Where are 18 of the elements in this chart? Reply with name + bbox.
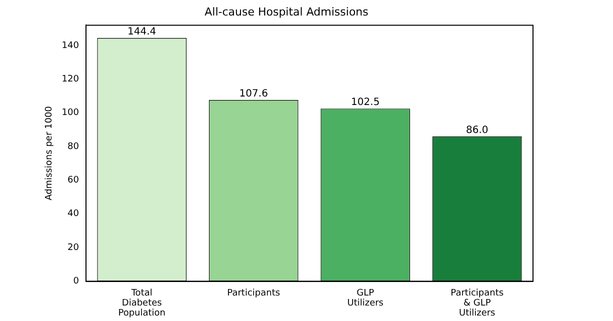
y-tick-label: 60: [68, 176, 80, 186]
data-label: 144.4: [128, 26, 156, 38]
x-tick-label: Participants & GLP Utilizers: [450, 288, 504, 318]
y-tick-label: 100: [62, 108, 80, 118]
x-tick-label: Participants: [227, 288, 280, 299]
y-tick-label: 120: [62, 74, 80, 84]
y-tick-label: 20: [68, 242, 80, 253]
y-tick-label: 140: [62, 40, 80, 51]
y-axis-title: Admissions per 1000: [44, 106, 55, 200]
data-label: 102.5: [351, 97, 380, 108]
data-label: 86.0: [466, 124, 488, 136]
data-label: 107.6: [239, 88, 268, 100]
y-tick-label: 80: [68, 142, 80, 152]
chart-title: All-cause Hospital Admissions: [204, 5, 369, 18]
x-tick-label: GLP Utilizers: [347, 288, 384, 308]
y-tick-label: 40: [68, 209, 80, 220]
x-tick-label: Total Diabetes Population: [118, 288, 166, 318]
y-tick-label: 0: [73, 276, 80, 287]
